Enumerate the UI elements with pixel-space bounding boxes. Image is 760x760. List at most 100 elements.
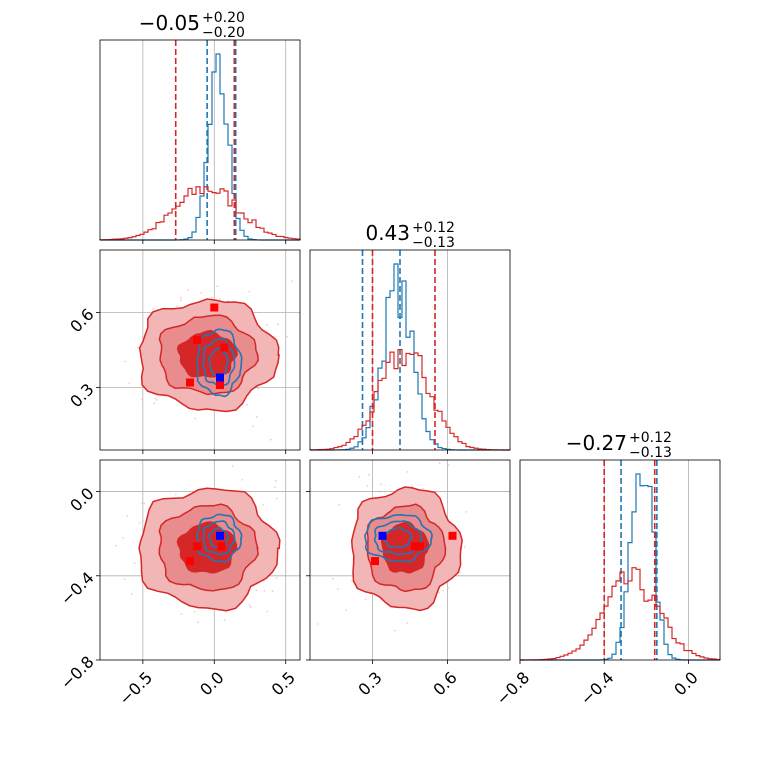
scatter-point [193,610,196,613]
scatter-point [442,589,445,592]
scatter-point [231,464,234,467]
contour-blue-middle [202,520,236,556]
contour-blue-middle [373,520,423,556]
panel-frame [99,39,301,241]
y-tick-label-2: −0.8 [57,652,98,693]
histogram-panel-0 [99,39,301,241]
x-tick-label-2: −0.4 [577,668,618,709]
x-tick-label-1: 0.6 [429,668,460,699]
contour-blue-inner [208,347,230,377]
title-plus-0: +0.20 [202,10,245,26]
scatter-point [128,382,131,384]
scatter-point [200,291,203,294]
contour-panel-0-1 [99,249,301,451]
scatter-point [277,323,279,326]
scatter-point [122,537,125,539]
scatter-point [255,589,258,592]
title-param-0: −0.05 +0.20 −0.20 [139,10,245,41]
scatter-point [291,280,294,283]
scatter-point [130,593,133,595]
scatter-point [226,300,229,302]
title-main-2: −0.27 [566,431,627,455]
scatter-point [124,360,127,363]
scatter-point [223,619,226,622]
scatter-point [286,335,289,338]
x-tick-label-0: 0.0 [196,668,227,699]
scatter-point [153,402,155,404]
scatter-point [332,577,334,580]
scatter-point [437,591,440,594]
scatter-point [393,629,396,632]
scatter-point [138,521,141,524]
scatter-point [257,387,259,390]
scatter-point [271,590,274,593]
marker-blue [216,531,224,540]
scatter-point [367,473,370,476]
scatter-point [155,399,158,401]
scatter-point [316,623,319,625]
marker-red [448,531,457,540]
marker-red [210,303,219,312]
scatter-point [269,438,272,441]
histogram-panel-1 [309,249,511,451]
marker-blue [378,531,387,540]
panel-frame [99,459,301,661]
x-tick-label-2: 0.0 [670,668,701,699]
title-param-2: −0.27 +0.12 −0.13 [566,430,672,461]
marker-red [193,336,202,344]
scatter-point [180,613,183,616]
marker-red [217,542,226,551]
title-minus-0: −0.20 [202,25,245,41]
scatter-point [141,502,144,505]
scatter-point [246,403,248,406]
scatter-point [142,519,144,522]
scatter-point [447,586,450,589]
marker-red [371,557,379,566]
histogram-red [519,567,721,661]
scatter-point [197,621,200,624]
scatter-point [143,502,146,505]
marker-blue [216,373,224,382]
histogram-panel-2 [519,459,721,661]
title-minus-2: −0.13 [629,445,672,461]
panel-frame [309,249,511,451]
scatter-point [465,510,468,513]
panel-frame [99,249,301,451]
marker-red [186,557,194,566]
x-tick-label-2: −0.8 [492,668,533,709]
contour-blue-outer [196,328,243,398]
scatter-point [180,299,182,302]
scatter-point [262,503,265,506]
contour-blue-outer [196,513,243,563]
title-minus-1: −0.13 [412,235,455,251]
y-tick-label-1: 0.6 [66,305,97,336]
scatter-point [351,580,353,583]
panel-background [520,460,720,660]
scatter-point [210,296,213,299]
scatter-point [123,578,126,581]
title-plus-1: +0.12 [412,220,455,236]
scatter-point [459,571,462,574]
scatter-point [336,588,339,590]
scatter-point [179,296,182,299]
scatter-point [248,603,251,606]
scatter-point [438,462,441,465]
scatter-point [136,346,139,349]
marker-red [186,378,194,387]
marker-red [216,381,224,389]
scatter-point [266,324,269,326]
scatter-point [422,487,425,490]
scatter-point [141,398,143,401]
histogram-red [99,186,301,241]
scatter-point [241,478,243,481]
scatter-point [379,483,382,486]
scatter-point [216,285,218,288]
x-tick-label-0: −0.5 [115,668,156,709]
contour-blue-middle [202,337,236,388]
scatter-point [256,415,258,418]
scatter-point [406,622,408,624]
scatter-point [273,486,276,489]
panel-frame [309,459,511,661]
scatter-point [411,485,413,488]
